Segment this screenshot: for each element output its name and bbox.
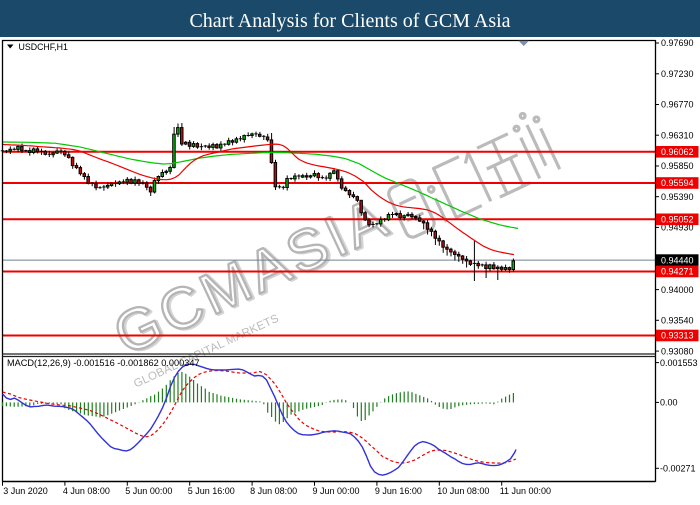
svg-text:0.00: 0.00: [660, 398, 678, 408]
svg-text:10 Jun 08:00: 10 Jun 08:00: [437, 486, 489, 496]
svg-text:0.93540: 0.93540: [661, 316, 694, 326]
svg-text:0.97230: 0.97230: [661, 69, 694, 79]
svg-text:9 Jun 16:00: 9 Jun 16:00: [375, 486, 422, 496]
svg-text:11 Jun 00:00: 11 Jun 00:00: [500, 486, 551, 496]
svg-text:MACD(12,26,9) -0.001516 -0.001: MACD(12,26,9) -0.001516 -0.001862 0.0003…: [7, 358, 200, 368]
svg-text:-0.00271: -0.00271: [660, 464, 696, 474]
svg-text:0.94000: 0.94000: [661, 285, 694, 295]
svg-text:0.95850: 0.95850: [661, 161, 694, 171]
svg-text:0.96062: 0.96062: [661, 147, 694, 157]
svg-text:USDCHF,H1: USDCHF,H1: [19, 42, 68, 52]
svg-text:9 Jun 00:00: 9 Jun 00:00: [313, 486, 360, 496]
svg-text:Chart Analysis for Clients of: Chart Analysis for Clients of GCM Asia: [189, 10, 510, 32]
svg-text:0.93080: 0.93080: [661, 346, 694, 356]
svg-text:0.001553: 0.001553: [660, 358, 698, 368]
svg-text:0.95594: 0.95594: [661, 178, 694, 188]
svg-text:5 Jun 00:00: 5 Jun 00:00: [125, 486, 172, 496]
svg-text:0.95052: 0.95052: [661, 215, 694, 225]
svg-text:0.94440: 0.94440: [661, 255, 694, 265]
svg-text:0.95390: 0.95390: [661, 192, 694, 202]
svg-text:8 Jun 08:00: 8 Jun 08:00: [250, 486, 297, 496]
svg-text:0.94930: 0.94930: [661, 223, 694, 233]
svg-text:5 Jun 16:00: 5 Jun 16:00: [188, 486, 235, 496]
svg-text:4 Jun 08:00: 4 Jun 08:00: [63, 486, 110, 496]
svg-text:0.97690: 0.97690: [661, 38, 694, 48]
svg-text:0.96310: 0.96310: [661, 130, 694, 140]
svg-text:3 Jun 2020: 3 Jun 2020: [3, 486, 48, 496]
svg-text:0.96770: 0.96770: [661, 100, 694, 110]
svg-text:0.93313: 0.93313: [661, 331, 694, 341]
svg-text:0.94271: 0.94271: [661, 267, 694, 277]
